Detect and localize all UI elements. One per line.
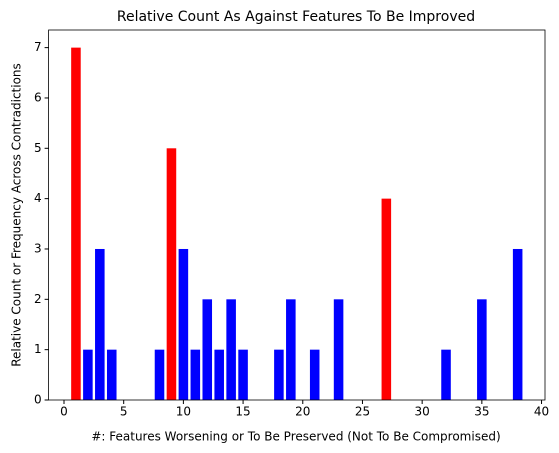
bar [202,299,213,400]
x-tick-label: 0 [60,405,68,419]
x-tick-label: 40 [534,405,549,419]
bar [83,349,93,400]
bar [226,299,236,400]
x-tick-label: 35 [474,405,489,419]
bar [190,349,201,400]
y-tick-label: 2 [34,292,42,306]
axes-frame [48,29,546,401]
bar [166,148,177,400]
y-axis-label: Relative Count or Frequency Across Contr… [10,63,24,367]
bar [178,248,189,400]
bar [286,299,296,400]
y-tick-label: 0 [34,393,42,407]
y-tick-label: 5 [34,141,42,155]
x-tick-label: 30 [415,405,430,419]
y-tick-label: 3 [34,241,42,255]
bar [477,299,487,400]
bar [274,349,284,400]
bar [238,349,248,400]
bar [441,349,451,400]
bar [106,349,117,400]
bar [71,47,81,400]
x-tick-label: 5 [120,405,128,419]
bar [333,299,344,400]
x-tick-label: 10 [176,405,191,419]
y-tick-label: 1 [34,342,42,356]
x-tick-label: 20 [295,405,310,419]
x-tick-label: 15 [235,405,250,419]
bar [154,349,165,400]
bar [95,248,105,400]
bar [309,349,320,400]
bar [512,248,523,400]
bar [214,349,224,400]
y-tick-label: 6 [34,90,42,104]
y-tick-label: 4 [34,191,42,205]
x-tick-label: 25 [355,405,370,419]
bar [381,198,392,400]
x-axis-label: #: Features Worsening or To Be Preserved… [91,430,500,444]
chart-title: Relative Count As Against Features To Be… [117,9,475,25]
y-tick-label: 7 [34,40,42,54]
